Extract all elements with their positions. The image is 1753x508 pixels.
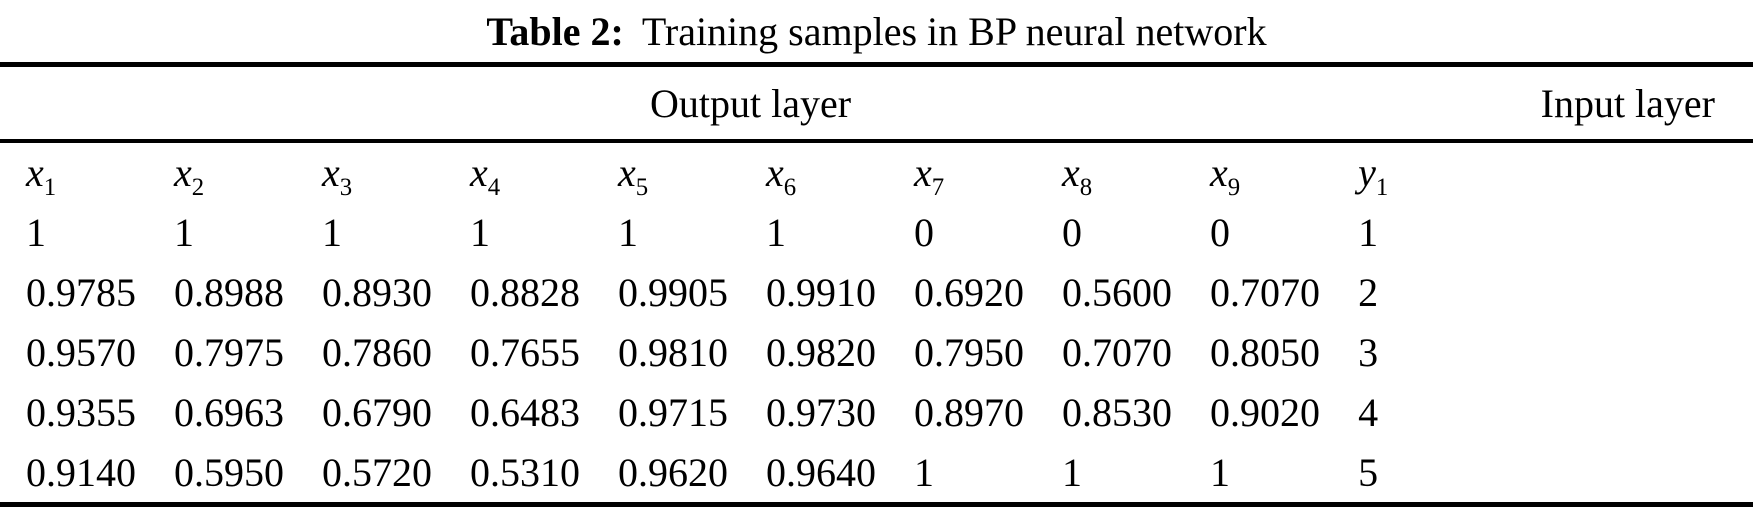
cell-x3-row1: 1 — [322, 209, 342, 255]
data-row-5: 0.9140 0.5950 0.5720 0.5310 0.9620 0.9640 1 1 1 5 — [0, 442, 1753, 505]
cell-x8-row1: 0 — [1062, 209, 1082, 255]
cell-x6-row5: 0.9640 — [766, 449, 876, 495]
data-row-3: 0.9570 0.7975 0.7860 0.7655 0.9810 0.9820 0.79… — [0, 322, 1753, 382]
cell-x4-row3: 0.7655 — [470, 329, 580, 375]
cell-x6-row2: 0.9910 — [766, 269, 876, 315]
table-caption-label: Table 2: — [486, 8, 624, 54]
cell-x2-row5: 0.5950 — [174, 449, 284, 495]
cell-x1-row5: 0.9140 — [26, 449, 136, 495]
cell-x4-row2: 0.8828 — [470, 269, 580, 315]
table-caption-text: Training samples in BP neural network — [641, 8, 1267, 54]
cell-x3-row2: 0.8930 — [322, 269, 432, 315]
cell-x7-row5: 1 — [914, 449, 934, 495]
cell-y1-row3: 3 — [1358, 329, 1379, 375]
cell-x3-row5: 0.5720 — [322, 449, 432, 495]
cell-x6-row1: 1 — [766, 209, 786, 255]
cell-x4-row4: 0.6483 — [470, 389, 580, 435]
cell-x5-row5: 0.9620 — [618, 449, 728, 495]
cell-x1-row4: 0.9355 — [26, 389, 136, 435]
layer-header-row: Output layer Input layer — [0, 64, 1753, 143]
cell-y1-row1: 1 — [1358, 209, 1379, 255]
column-header-x4: x4 — [470, 150, 501, 201]
column-header-x8: x8 — [1062, 150, 1093, 201]
cell-x7-row4: 0.8970 — [914, 389, 1024, 435]
cell-x6-row3: 0.9820 — [766, 329, 876, 375]
output-layer-header: Output layer — [0, 64, 1333, 143]
cell-x9-row2: 0.7070 — [1210, 269, 1320, 315]
cell-x2-row2: 0.8988 — [174, 269, 284, 315]
column-header-y1: y1 — [1358, 150, 1389, 201]
cell-x4-row1: 1 — [470, 209, 490, 255]
cell-x3-row4: 0.6790 — [322, 389, 432, 435]
cell-y1-row2: 2 — [1358, 269, 1379, 315]
cell-x7-row2: 0.6920 — [914, 269, 1024, 315]
data-row-1: 1 1 1 1 1 1 0 0 0 1 — [0, 202, 1753, 262]
cell-x8-row3: 0.7070 — [1062, 329, 1172, 375]
data-row-4: 0.9355 0.6963 0.6790 0.6483 0.9715 0.9730 0.89… — [0, 382, 1753, 442]
cell-x4-row5: 0.5310 — [470, 449, 580, 495]
column-header-x3: x3 — [322, 150, 353, 201]
training-samples-table: Output layer Input layer x1 x2 x3 x4 x5 x6 x7 x… — [0, 62, 1753, 507]
column-header-x2: x2 — [174, 150, 205, 201]
table-caption: Table 2: Training samples in BP neural n… — [0, 0, 1753, 62]
cell-y1-row4: 4 — [1358, 389, 1379, 435]
cell-x7-row3: 0.7950 — [914, 329, 1024, 375]
cell-x5-row2: 0.9905 — [618, 269, 728, 315]
column-header-x7: x7 — [914, 150, 945, 201]
cell-x9-row5: 1 — [1210, 449, 1230, 495]
cell-x5-row3: 0.9810 — [618, 329, 728, 375]
cell-y1-row5: 5 — [1358, 449, 1379, 495]
cell-x9-row1: 0 — [1210, 209, 1230, 255]
column-header-x5: x5 — [618, 150, 649, 201]
cell-x9-row4: 0.9020 — [1210, 389, 1320, 435]
cell-x8-row2: 0.5600 — [1062, 269, 1172, 315]
cell-x9-row3: 0.8050 — [1210, 329, 1320, 375]
table-body: 1 1 1 1 1 1 0 0 0 1 0.9785 0.8988 0.8930 0.8828 0.9905… — [0, 202, 1753, 505]
cell-x8-row4: 0.8530 — [1062, 389, 1172, 435]
column-header-x6: x6 — [766, 150, 797, 201]
column-header-x1: x1 — [26, 150, 57, 201]
cell-x2-row3: 0.7975 — [174, 329, 284, 375]
cell-x2-row1: 1 — [174, 209, 194, 255]
data-row-2: 0.9785 0.8988 0.8930 0.8828 0.9905 0.9910 0.69… — [0, 262, 1753, 322]
column-header-row: x1 x2 x3 x4 x5 x6 x7 x8 x9 y1 — [0, 141, 1753, 202]
cell-x5-row4: 0.9715 — [618, 389, 728, 435]
column-header-x9: x9 — [1210, 150, 1241, 201]
cell-x3-row3: 0.7860 — [322, 329, 432, 375]
cell-x6-row4: 0.9730 — [766, 389, 876, 435]
cell-x1-row3: 0.9570 — [26, 329, 136, 375]
cell-x7-row1: 0 — [914, 209, 934, 255]
cell-x5-row1: 1 — [618, 209, 638, 255]
cell-x8-row5: 1 — [1062, 449, 1082, 495]
cell-x1-row2: 0.9785 — [26, 269, 136, 315]
cell-x1-row1: 1 — [26, 209, 46, 255]
cell-x2-row4: 0.6963 — [174, 389, 284, 435]
input-layer-header: Input layer — [1332, 64, 1753, 143]
